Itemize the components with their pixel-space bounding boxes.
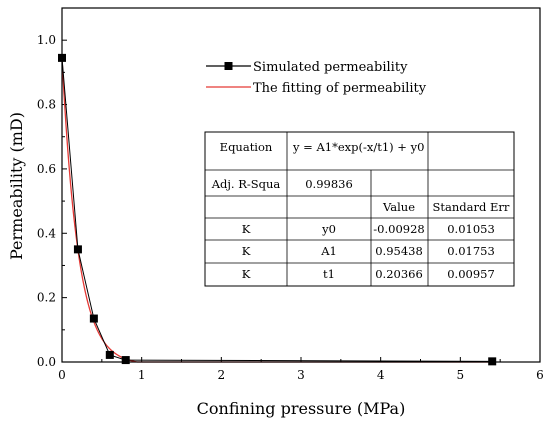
x-tick-label: 4 <box>377 368 385 382</box>
table-border <box>204 131 515 287</box>
x-tick-label: 1 <box>138 368 146 382</box>
table-header-value: Value <box>382 200 415 214</box>
table-adj-label: Adj. R-Squa <box>211 177 281 191</box>
simulated-point <box>121 356 130 365</box>
x-tick-label: 3 <box>297 368 305 382</box>
plot-frame <box>61 7 541 363</box>
table-row-param: A1 <box>320 244 337 258</box>
simulated-point <box>73 245 82 254</box>
simulated-point <box>89 314 98 323</box>
simulated-line <box>61 57 493 362</box>
table-adj-value: 0.99836 <box>305 177 353 191</box>
legend: Simulated permeability The fitting of pe… <box>206 60 427 96</box>
fit-table: Equation y = A1*exp(-x/t1) + y0 Adj. R-S… <box>204 131 515 287</box>
table-row-param: t1 <box>323 267 335 281</box>
table-row-param: y0 <box>321 222 336 236</box>
table-row-err: 0.00957 <box>447 267 495 281</box>
x-axis-title: Confining pressure (MPa) <box>197 399 406 418</box>
table-row-group: K <box>242 244 251 258</box>
x-tick-label: 6 <box>536 368 544 382</box>
x-tick-label: 0 <box>58 368 66 382</box>
table-equation: y = A1*exp(-x/t1) + y0 <box>292 140 424 154</box>
y-tick-label: 0.4 <box>37 226 56 240</box>
table-header-err: Standard Err <box>433 200 510 214</box>
x-tick-label: 2 <box>218 368 226 382</box>
table-row-value: 0.95438 <box>375 244 423 258</box>
y-tick-label: 1.0 <box>37 33 56 47</box>
y-axis-title: Permeability (mD) <box>7 112 26 260</box>
simulated-point <box>105 350 114 359</box>
legend-marker-simulated <box>224 62 233 70</box>
table-row-err: 0.01053 <box>447 222 495 236</box>
legend-label-fitting: The fitting of permeability <box>253 81 427 96</box>
y-tick-label: 0.6 <box>37 162 56 176</box>
simulated-point <box>488 357 497 366</box>
table-row-group: K <box>242 222 251 236</box>
y-tick-label: 0.0 <box>37 355 56 369</box>
y-tick-label: 0.2 <box>37 291 56 305</box>
axis-ticks: 0 1 2 3 4 5 6 0.0 0.2 0.4 0.6 0.8 1.0 <box>37 7 544 382</box>
y-tick-label: 0.8 <box>37 98 56 112</box>
table-row-value: 0.20366 <box>375 267 423 281</box>
table-row-group: K <box>242 267 251 281</box>
legend-label-simulated: Simulated permeability <box>253 60 408 75</box>
table-row-value: -0.00928 <box>373 222 424 236</box>
table-row-err: 0.01753 <box>447 244 495 258</box>
x-tick-label: 5 <box>457 368 465 382</box>
table-equation-label: Equation <box>220 140 273 154</box>
